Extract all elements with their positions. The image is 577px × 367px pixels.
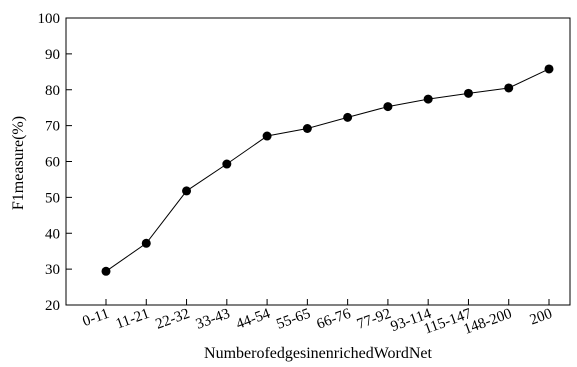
data-point bbox=[262, 131, 272, 141]
plot-frame bbox=[65, 17, 571, 306]
y-tick-label: 30 bbox=[45, 262, 60, 278]
x-tick-label: 55-65 bbox=[274, 306, 312, 333]
y-tick-label: 70 bbox=[45, 119, 60, 135]
data-point bbox=[343, 112, 353, 122]
series-line bbox=[105, 68, 550, 272]
data-point bbox=[463, 88, 473, 98]
axes bbox=[65, 17, 571, 306]
data-point bbox=[383, 102, 393, 112]
series bbox=[101, 64, 554, 276]
x-tick-label: 11-21 bbox=[114, 306, 152, 333]
y-tick-label: 80 bbox=[45, 83, 60, 99]
x-tick-label: 77-92 bbox=[355, 306, 393, 333]
y-tick-label: 90 bbox=[45, 47, 60, 63]
data-point bbox=[141, 238, 151, 248]
data-point bbox=[302, 123, 312, 133]
x-tick-label: 33-43 bbox=[194, 306, 232, 333]
data-point bbox=[182, 186, 192, 196]
data-point bbox=[423, 94, 433, 104]
y-tick-label: 20 bbox=[45, 298, 60, 314]
data-point bbox=[222, 159, 232, 169]
data-point bbox=[544, 64, 554, 74]
y-tick-label: 60 bbox=[45, 155, 60, 171]
y-axis-title: F1measure(%) bbox=[10, 116, 27, 210]
x-tick-label: 200 bbox=[528, 306, 555, 329]
x-tick-label: 0-11 bbox=[81, 306, 112, 330]
x-tick-label: 44-54 bbox=[234, 306, 273, 333]
y-axis-ticks: 20 30 40 50 60 70 80 90 100 bbox=[38, 11, 72, 314]
x-axis-title: NumberofedgesinenrichedWordNet bbox=[204, 345, 433, 362]
y-tick-label: 50 bbox=[45, 190, 60, 206]
x-tick-label: 22-32 bbox=[154, 306, 192, 333]
data-point bbox=[101, 266, 111, 276]
x-tick-label: 66-76 bbox=[315, 306, 354, 333]
y-tick-label: 40 bbox=[45, 226, 60, 242]
data-point bbox=[504, 83, 514, 93]
y-tick-label: 100 bbox=[38, 11, 61, 27]
